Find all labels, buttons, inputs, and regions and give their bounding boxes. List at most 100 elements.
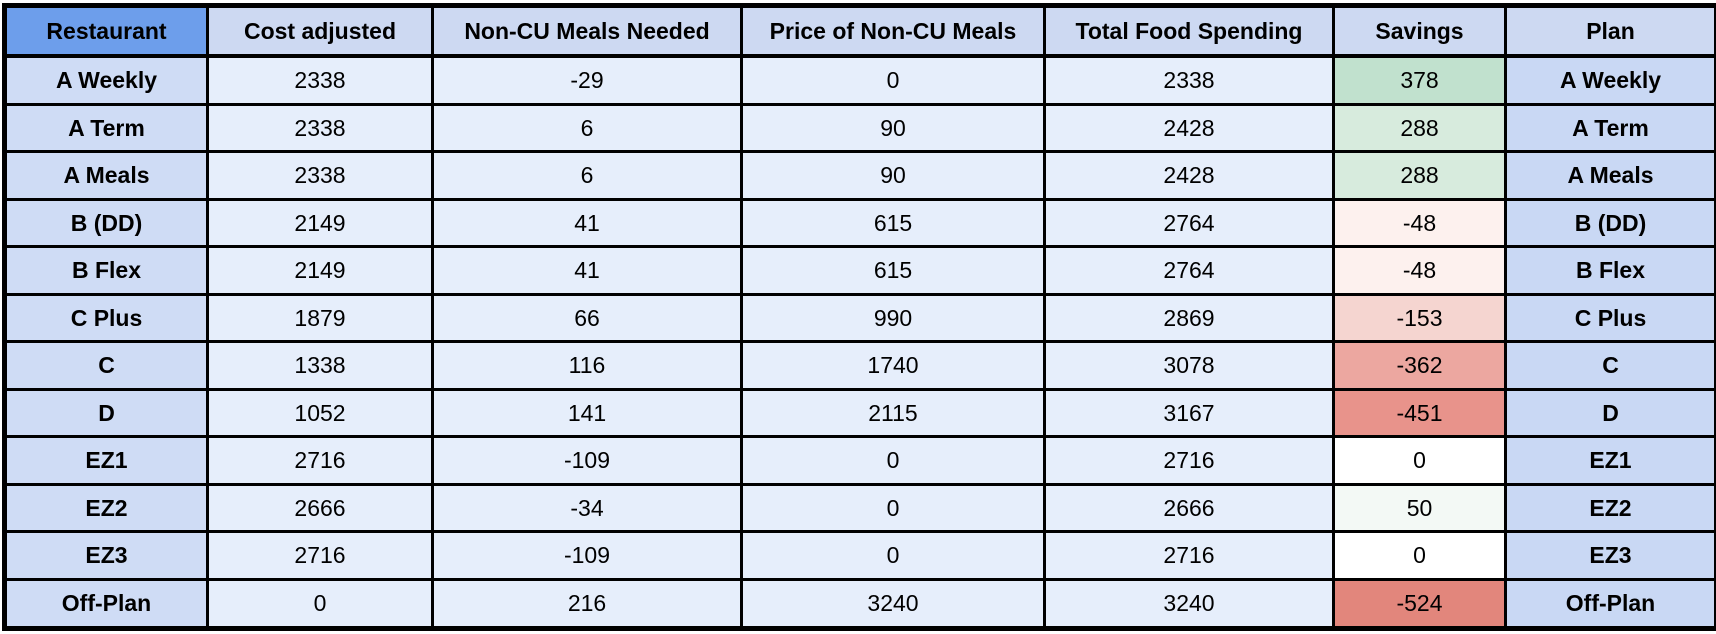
savings-cell: 0 bbox=[1332, 530, 1507, 581]
savings-cell: 288 bbox=[1332, 102, 1507, 154]
price-non-cu-meals-cell: 615 bbox=[740, 245, 1046, 296]
col-header-non-cu-meals-needed: Non-CU Meals Needed bbox=[431, 4, 743, 58]
restaurant-cell: A Term bbox=[3, 102, 209, 154]
plan-cell: EZ3 bbox=[1504, 530, 1716, 581]
plan-cell: A Weekly bbox=[1504, 54, 1716, 106]
total-food-spending-cell: 2716 bbox=[1043, 530, 1335, 581]
non-cu-meals-needed-cell: 6 bbox=[431, 102, 743, 154]
cost-adjusted-cell: 2338 bbox=[206, 150, 434, 201]
savings-cell: 50 bbox=[1332, 482, 1507, 534]
non-cu-meals-needed-cell: 216 bbox=[431, 577, 743, 631]
table-row: EZ1 2716 -109 0 2716 0 EZ1 bbox=[3, 435, 1716, 486]
plan-cell: D bbox=[1504, 387, 1716, 439]
cost-adjusted-cell: 2716 bbox=[206, 435, 434, 486]
total-food-spending-cell: 3240 bbox=[1043, 577, 1335, 631]
restaurant-cell: Off-Plan bbox=[3, 577, 209, 631]
price-non-cu-meals-cell: 90 bbox=[740, 102, 1046, 154]
col-header-savings: Savings bbox=[1332, 4, 1507, 58]
plan-cell: C bbox=[1504, 340, 1716, 391]
price-non-cu-meals-cell: 615 bbox=[740, 197, 1046, 249]
savings-cell: -153 bbox=[1332, 292, 1507, 344]
price-non-cu-meals-cell: 0 bbox=[740, 530, 1046, 581]
cost-adjusted-cell: 1879 bbox=[206, 292, 434, 344]
price-non-cu-meals-cell: 990 bbox=[740, 292, 1046, 344]
non-cu-meals-needed-cell: -109 bbox=[431, 435, 743, 486]
restaurant-cell: C bbox=[3, 340, 209, 391]
non-cu-meals-needed-cell: 116 bbox=[431, 340, 743, 391]
total-food-spending-cell: 2764 bbox=[1043, 245, 1335, 296]
price-non-cu-meals-cell: 1740 bbox=[740, 340, 1046, 391]
table-body: A Weekly 2338 -29 0 2338 378 A Weekly A … bbox=[3, 54, 1716, 631]
plan-cell: B (DD) bbox=[1504, 197, 1716, 249]
price-non-cu-meals-cell: 0 bbox=[740, 482, 1046, 534]
non-cu-meals-needed-cell: 66 bbox=[431, 292, 743, 344]
price-non-cu-meals-cell: 90 bbox=[740, 150, 1046, 201]
cost-adjusted-cell: 0 bbox=[206, 577, 434, 631]
restaurant-cell: A Weekly bbox=[3, 54, 209, 106]
non-cu-meals-needed-cell: -34 bbox=[431, 482, 743, 534]
savings-cell: -48 bbox=[1332, 245, 1507, 296]
total-food-spending-cell: 2716 bbox=[1043, 435, 1335, 486]
table-row: D 1052 141 2115 3167 -451 D bbox=[3, 387, 1716, 439]
total-food-spending-cell: 2764 bbox=[1043, 197, 1335, 249]
plan-cell: C Plus bbox=[1504, 292, 1716, 344]
col-header-plan: Plan bbox=[1504, 4, 1716, 58]
savings-cell: -362 bbox=[1332, 340, 1507, 391]
col-header-cost-adjusted: Cost adjusted bbox=[206, 4, 434, 58]
cost-adjusted-cell: 2338 bbox=[206, 54, 434, 106]
cost-adjusted-cell: 2666 bbox=[206, 482, 434, 534]
header-row: Restaurant Cost adjusted Non-CU Meals Ne… bbox=[3, 4, 1716, 58]
table-row: A Weekly 2338 -29 0 2338 378 A Weekly bbox=[3, 54, 1716, 106]
cost-adjusted-cell: 1052 bbox=[206, 387, 434, 439]
col-header-total-food-spending: Total Food Spending bbox=[1043, 4, 1335, 58]
col-header-price-non-cu-meals: Price of Non-CU Meals bbox=[740, 4, 1046, 58]
restaurant-cell: C Plus bbox=[3, 292, 209, 344]
savings-cell: 378 bbox=[1332, 54, 1507, 106]
non-cu-meals-needed-cell: 141 bbox=[431, 387, 743, 439]
price-non-cu-meals-cell: 2115 bbox=[740, 387, 1046, 439]
plan-cell: EZ2 bbox=[1504, 482, 1716, 534]
total-food-spending-cell: 2666 bbox=[1043, 482, 1335, 534]
restaurant-cell: D bbox=[3, 387, 209, 439]
cost-adjusted-cell: 2716 bbox=[206, 530, 434, 581]
non-cu-meals-needed-cell: 41 bbox=[431, 197, 743, 249]
table-row: C Plus 1879 66 990 2869 -153 C Plus bbox=[3, 292, 1716, 344]
cost-adjusted-cell: 2149 bbox=[206, 245, 434, 296]
table-row: B Flex 2149 41 615 2764 -48 B Flex bbox=[3, 245, 1716, 296]
plan-cell: A Term bbox=[1504, 102, 1716, 154]
total-food-spending-cell: 2338 bbox=[1043, 54, 1335, 106]
restaurant-cell: EZ1 bbox=[3, 435, 209, 486]
table-row: EZ2 2666 -34 0 2666 50 EZ2 bbox=[3, 482, 1716, 534]
total-food-spending-cell: 3167 bbox=[1043, 387, 1335, 439]
price-non-cu-meals-cell: 0 bbox=[740, 435, 1046, 486]
non-cu-meals-needed-cell: 6 bbox=[431, 150, 743, 201]
table-row: C 1338 116 1740 3078 -362 C bbox=[3, 340, 1716, 391]
meal-plan-comparison-table: Restaurant Cost adjusted Non-CU Meals Ne… bbox=[2, 3, 1716, 631]
non-cu-meals-needed-cell: -109 bbox=[431, 530, 743, 581]
plan-cell: EZ1 bbox=[1504, 435, 1716, 486]
table-row: A Term 2338 6 90 2428 288 A Term bbox=[3, 102, 1716, 154]
plan-cell: Off-Plan bbox=[1504, 577, 1716, 631]
table-row: A Meals 2338 6 90 2428 288 A Meals bbox=[3, 150, 1716, 201]
plan-cell: A Meals bbox=[1504, 150, 1716, 201]
restaurant-cell: EZ2 bbox=[3, 482, 209, 534]
non-cu-meals-needed-cell: -29 bbox=[431, 54, 743, 106]
non-cu-meals-needed-cell: 41 bbox=[431, 245, 743, 296]
col-header-restaurant: Restaurant bbox=[3, 4, 209, 58]
cost-adjusted-cell: 2149 bbox=[206, 197, 434, 249]
table-row: Off-Plan 0 216 3240 3240 -524 Off-Plan bbox=[3, 577, 1716, 631]
price-non-cu-meals-cell: 3240 bbox=[740, 577, 1046, 631]
table-row: B (DD) 2149 41 615 2764 -48 B (DD) bbox=[3, 197, 1716, 249]
total-food-spending-cell: 2869 bbox=[1043, 292, 1335, 344]
price-non-cu-meals-cell: 0 bbox=[740, 54, 1046, 106]
restaurant-cell: EZ3 bbox=[3, 530, 209, 581]
savings-cell: 0 bbox=[1332, 435, 1507, 486]
restaurant-cell: B (DD) bbox=[3, 197, 209, 249]
cost-adjusted-cell: 1338 bbox=[206, 340, 434, 391]
savings-cell: -524 bbox=[1332, 577, 1507, 631]
table-row: EZ3 2716 -109 0 2716 0 EZ3 bbox=[3, 530, 1716, 581]
savings-cell: -48 bbox=[1332, 197, 1507, 249]
savings-cell: 288 bbox=[1332, 150, 1507, 201]
savings-cell: -451 bbox=[1332, 387, 1507, 439]
